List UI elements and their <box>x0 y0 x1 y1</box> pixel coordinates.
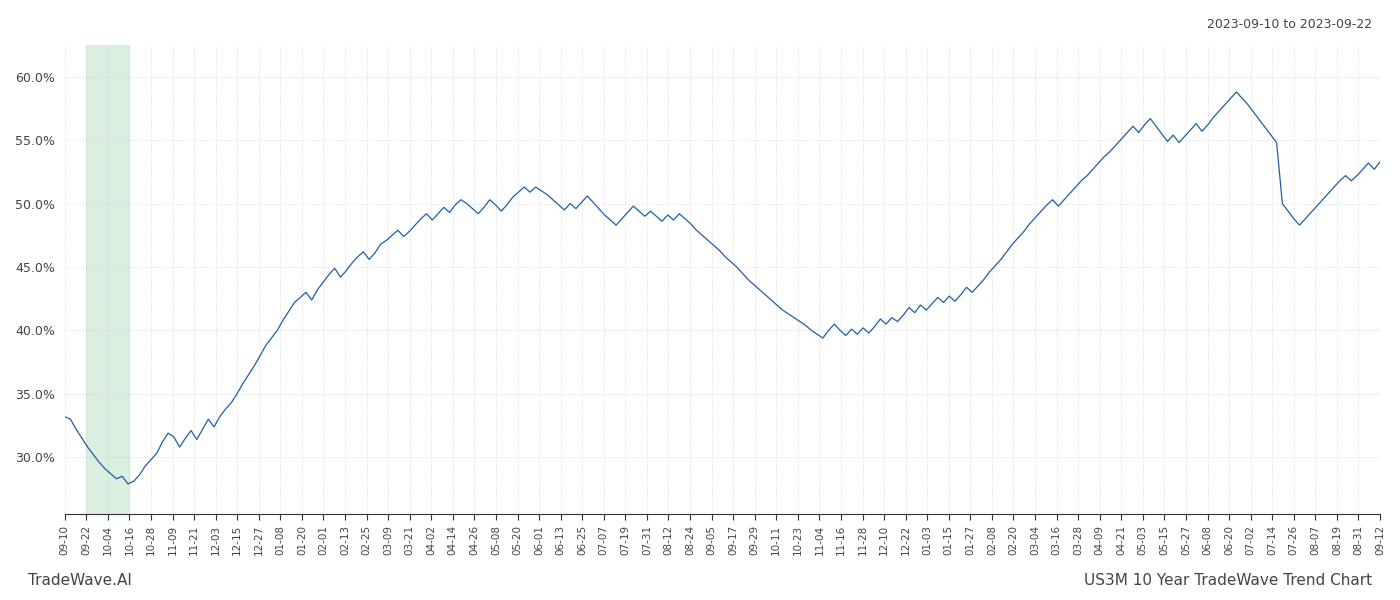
Text: US3M 10 Year TradeWave Trend Chart: US3M 10 Year TradeWave Trend Chart <box>1084 573 1372 588</box>
Text: 2023-09-10 to 2023-09-22: 2023-09-10 to 2023-09-22 <box>1207 18 1372 31</box>
Bar <box>87 45 129 514</box>
Text: TradeWave.AI: TradeWave.AI <box>28 573 132 588</box>
